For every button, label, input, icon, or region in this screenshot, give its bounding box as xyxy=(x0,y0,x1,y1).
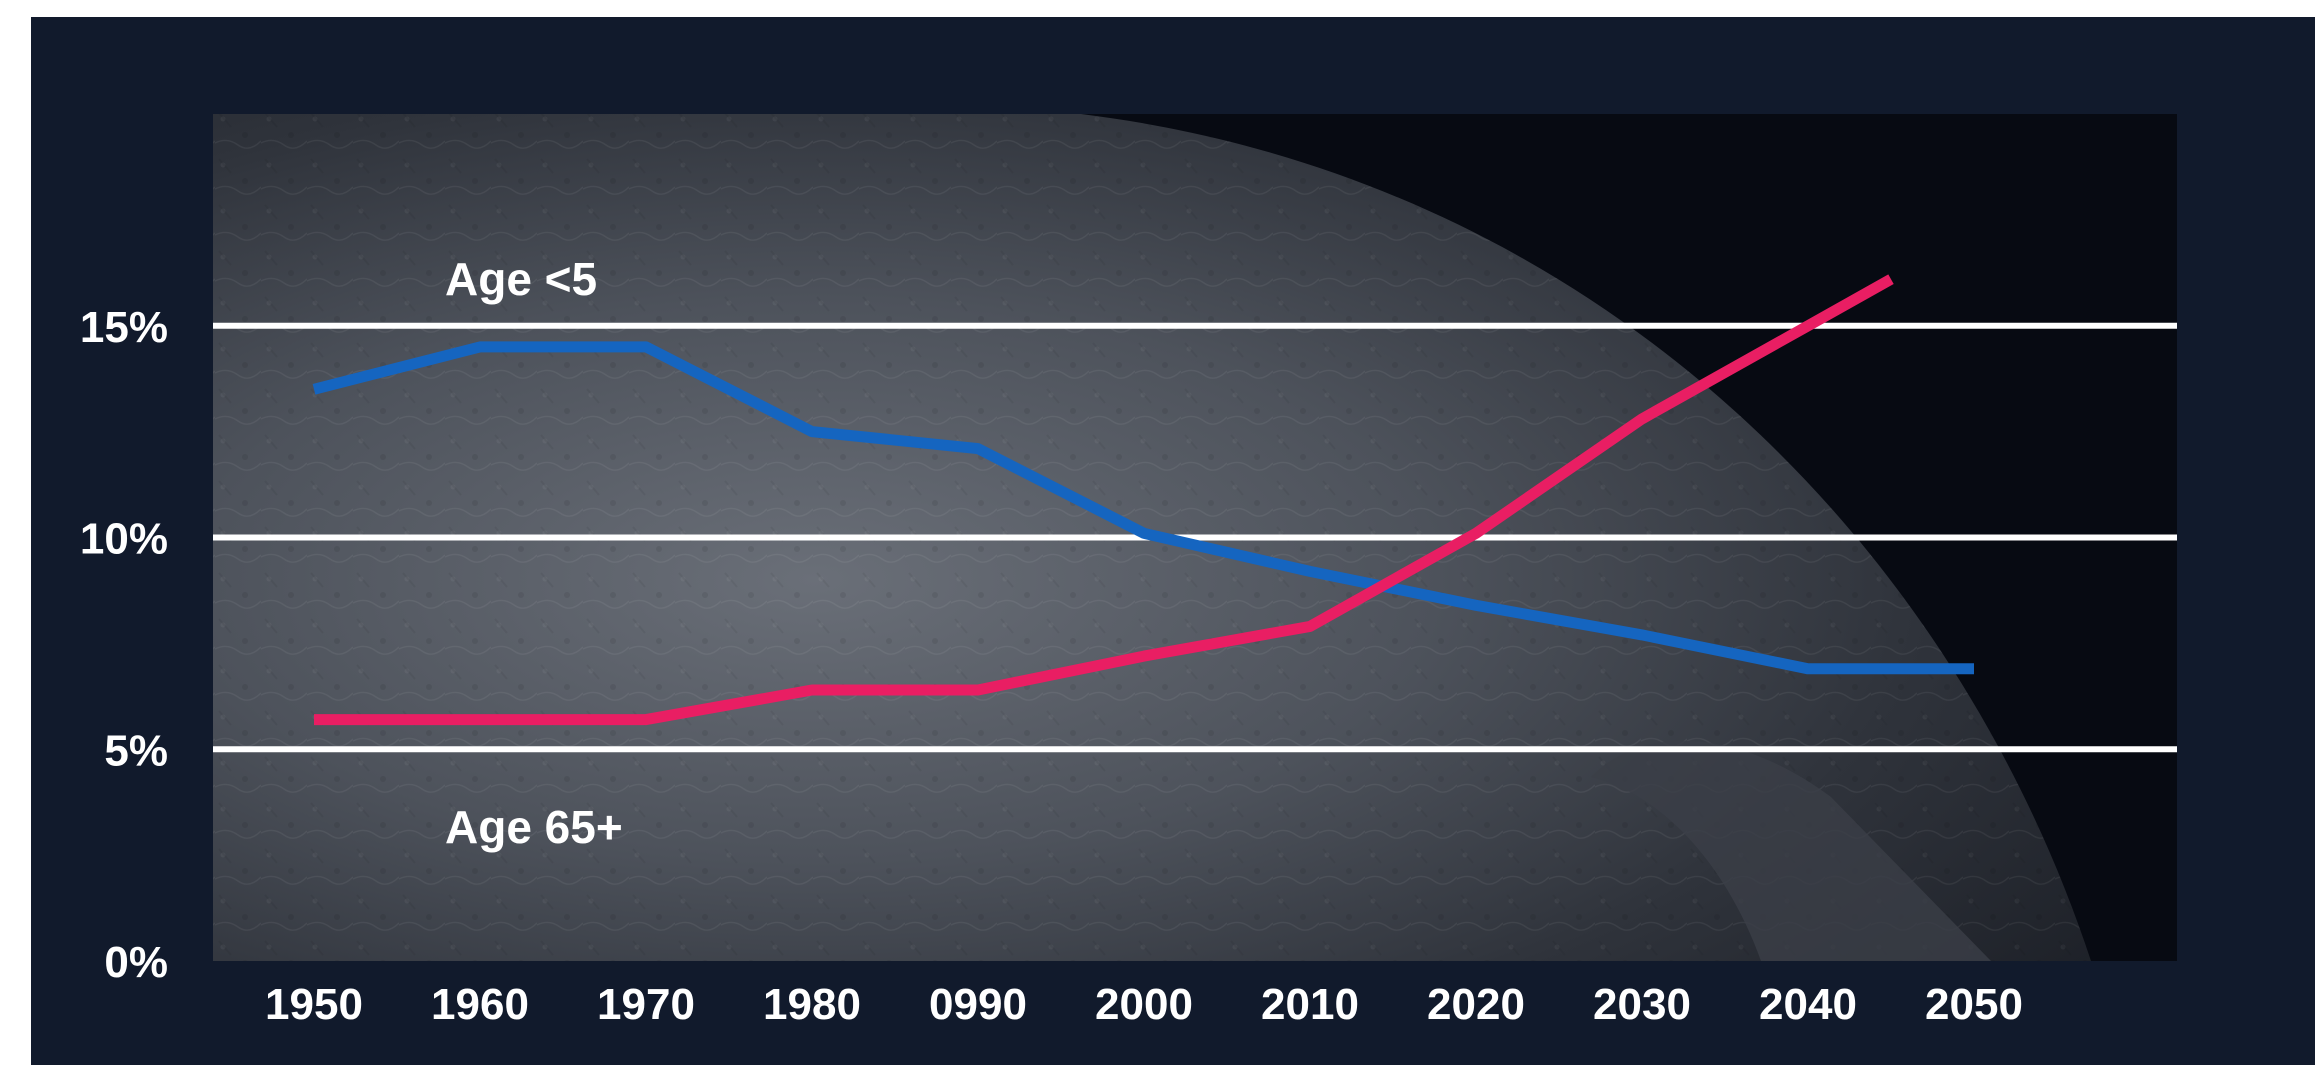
series-lines xyxy=(312,274,1974,726)
series-line-age-under-5 xyxy=(312,341,1974,675)
series-line-age-65-plus xyxy=(314,274,1894,726)
chart-frame: 0% 5% 10% 15% 1950 1960 1970 1980 0990 2000 2010 2… xyxy=(31,17,2315,1065)
x-axis-tick-labels: 1950 1960 1970 1980 0990 2000 2010 2020 2030 2040… xyxy=(265,980,2023,1029)
y-tick-label: 0% xyxy=(104,938,168,987)
x-tick-label: 1960 xyxy=(431,980,529,1029)
y-axis-tick-labels: 0% 5% 10% 15% xyxy=(80,303,168,987)
x-tick-label: 0990 xyxy=(929,980,1027,1029)
x-tick-label: 2050 xyxy=(1925,980,2023,1029)
x-tick-label: 1950 xyxy=(265,980,363,1029)
series-label-age-65-plus: Age 65+ xyxy=(445,801,623,853)
x-tick-label: 2040 xyxy=(1759,980,1857,1029)
gridlines xyxy=(213,322,2177,753)
x-tick-label: 2020 xyxy=(1427,980,1525,1029)
y-tick-label: 5% xyxy=(104,726,168,775)
line-chart: 0% 5% 10% 15% 1950 1960 1970 1980 0990 2000 2010 2… xyxy=(80,114,2177,1029)
x-tick-label: 2030 xyxy=(1593,980,1691,1029)
x-tick-label: 2000 xyxy=(1095,980,1193,1029)
x-tick-label: 1980 xyxy=(763,980,861,1029)
x-tick-label: 1970 xyxy=(597,980,695,1029)
x-tick-label: 2010 xyxy=(1261,980,1359,1029)
y-tick-label: 10% xyxy=(80,515,168,564)
series-label-age-under-5: Age <5 xyxy=(445,253,597,305)
y-tick-label: 15% xyxy=(80,303,168,352)
